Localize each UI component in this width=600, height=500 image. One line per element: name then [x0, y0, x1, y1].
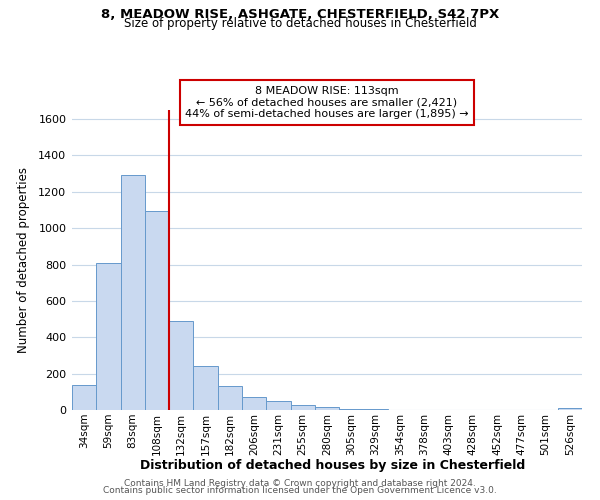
Text: Contains HM Land Registry data © Crown copyright and database right 2024.: Contains HM Land Registry data © Crown c… — [124, 478, 476, 488]
Bar — [339, 408, 364, 410]
Bar — [193, 366, 218, 410]
Bar — [290, 406, 315, 410]
Bar — [558, 408, 582, 410]
Bar — [145, 211, 169, 410]
Bar — [266, 402, 290, 410]
Bar — [169, 321, 193, 410]
Bar — [96, 262, 121, 410]
Y-axis label: Number of detached properties: Number of detached properties — [17, 167, 30, 353]
Bar — [72, 384, 96, 410]
Text: 8 MEADOW RISE: 113sqm
← 56% of detached houses are smaller (2,421)
44% of semi-d: 8 MEADOW RISE: 113sqm ← 56% of detached … — [185, 86, 469, 119]
Bar — [121, 176, 145, 410]
Bar — [218, 386, 242, 410]
Text: Distribution of detached houses by size in Chesterfield: Distribution of detached houses by size … — [140, 460, 526, 472]
Bar — [315, 408, 339, 410]
Bar — [242, 398, 266, 410]
Text: 8, MEADOW RISE, ASHGATE, CHESTERFIELD, S42 7PX: 8, MEADOW RISE, ASHGATE, CHESTERFIELD, S… — [101, 8, 499, 20]
Text: Size of property relative to detached houses in Chesterfield: Size of property relative to detached ho… — [124, 18, 476, 30]
Text: Contains public sector information licensed under the Open Government Licence v3: Contains public sector information licen… — [103, 486, 497, 495]
